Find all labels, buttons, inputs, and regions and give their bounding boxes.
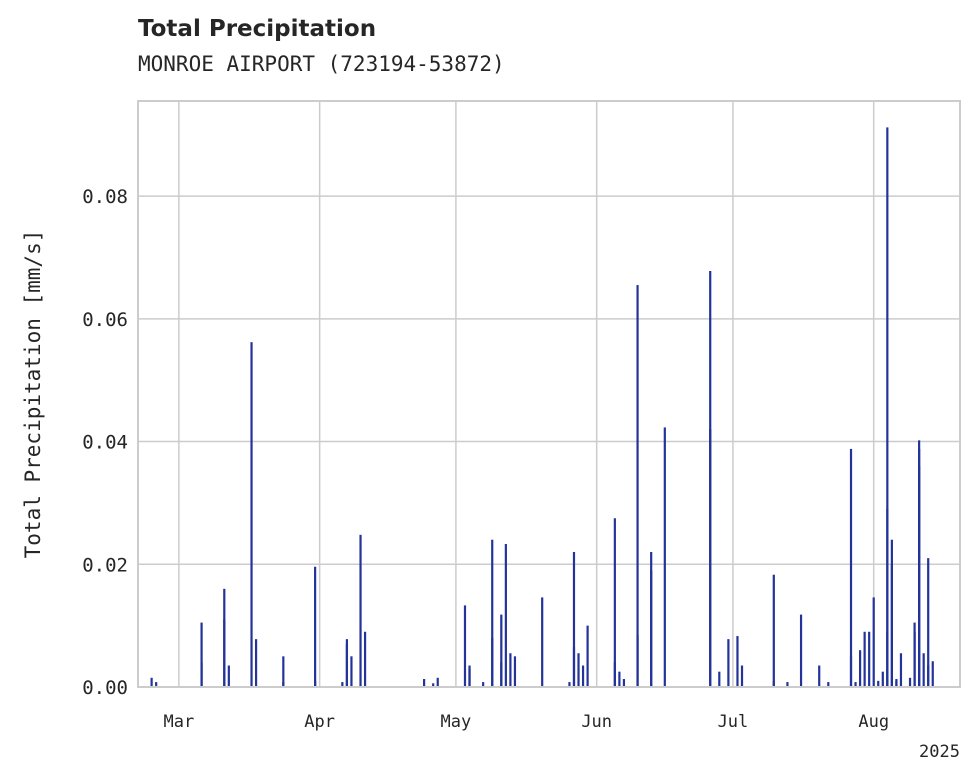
- precipitation-bar: [200, 622, 203, 687]
- precipitation-bar: [727, 639, 730, 687]
- precipitation-bar: [881, 671, 884, 687]
- precipitation-bar: [618, 671, 621, 687]
- year-label: 2025: [919, 742, 960, 762]
- precipitation-bar: [341, 682, 344, 687]
- precipitation-bar: [663, 427, 666, 687]
- precipitation-bar: [227, 665, 230, 687]
- precipitation-bar: [877, 680, 880, 687]
- precipitation-bar: [345, 644, 349, 687]
- chart-subtitle: MONROE AIRPORT (723194-53872): [138, 52, 505, 76]
- precipitation-bar: [586, 625, 589, 687]
- precipitation-bar: [223, 619, 226, 687]
- chart-title: Total Precipitation: [138, 16, 377, 42]
- precipitation-bar: [463, 605, 467, 687]
- precipitation-bar: [740, 665, 744, 687]
- precipitation-bar: [468, 668, 471, 687]
- precipitation-bar: [509, 653, 512, 687]
- precipitation-bar: [849, 656, 853, 687]
- precipitation-bar: [931, 661, 934, 687]
- precipitation-bar: [155, 682, 158, 687]
- precipitation-bar: [359, 534, 362, 687]
- y-tick-label: 0.02: [82, 554, 128, 576]
- precipitation-bar: [636, 634, 639, 687]
- precipitation-bar: [886, 509, 889, 687]
- x-tick-label: Jul: [718, 712, 749, 732]
- precipitation-bar: [849, 448, 853, 687]
- precipitation-bar: [709, 429, 712, 687]
- precipitation-bar: [541, 597, 544, 687]
- precipitation-bar: [772, 680, 775, 687]
- precipitation-bar: [886, 631, 889, 687]
- precipitation-bar: [314, 680, 317, 687]
- precipitation-bar: [613, 518, 616, 687]
- precipitation-bar: [922, 653, 925, 687]
- precipitation-bar: [150, 677, 153, 687]
- tick-layer: 0.00 0.02 0.04 0.06 0.08 Mar Apr May Jun Jul Aug: [82, 186, 889, 732]
- precipitation-bar: [827, 682, 830, 687]
- y-axis-label: Total Precipitation [mm/s]: [21, 230, 45, 559]
- precipitation-bar: [718, 671, 721, 687]
- x-tick-label: Mar: [164, 712, 195, 732]
- precipitation-bar: [868, 631, 871, 687]
- y-tick-label: 0.08: [82, 186, 128, 208]
- precipitation-bar: [886, 127, 889, 687]
- x-tick-label: Jun: [581, 712, 612, 732]
- precipitation-bar: [250, 342, 253, 687]
- precipitation-bar: [350, 656, 353, 687]
- precipitation-bar: [872, 597, 875, 687]
- precipitation-bar: [504, 544, 507, 687]
- precipitation-bar: [799, 614, 803, 687]
- precipitation-bar: [500, 614, 503, 687]
- x-tick-label: Aug: [858, 712, 889, 732]
- precipitation-bar: [650, 570, 653, 687]
- precipitation-bar: [363, 631, 367, 687]
- precipitation-bar: [772, 574, 775, 687]
- precipitation-bar: [581, 665, 585, 687]
- precipitation-bar: [568, 682, 571, 687]
- precipitation-bar: [854, 682, 857, 687]
- precipitation-bar: [282, 656, 285, 687]
- precipitation-bar: [254, 639, 258, 687]
- y-tick-label: 0.04: [82, 432, 128, 454]
- precipitation-bar: [895, 679, 898, 687]
- precipitation-bar: [913, 631, 916, 687]
- precipitation-bar: [918, 466, 921, 687]
- precipitation-bar: [432, 683, 435, 687]
- precipitation-bar: [858, 650, 862, 687]
- precipitation-bar: [818, 665, 821, 687]
- precipitation-bar: [314, 566, 317, 687]
- precipitation-bar: [786, 682, 789, 687]
- x-tick-label: Apr: [304, 712, 335, 732]
- precipitation-bar: [908, 677, 912, 687]
- precipitation-bar: [491, 539, 494, 687]
- precipitation-bar: [423, 679, 426, 687]
- precipitation-bar: [436, 677, 439, 687]
- y-tick-label: 0.06: [82, 309, 128, 331]
- precipitation-bar: [200, 662, 203, 687]
- precipitation-bar: [282, 682, 285, 687]
- x-tick-label: May: [441, 712, 472, 732]
- precipitation-bar: [577, 653, 580, 687]
- precipitation-bar: [899, 653, 903, 687]
- grid-layer: [138, 101, 960, 688]
- precipitation-bar: [613, 662, 616, 687]
- bar-layer: [150, 127, 934, 687]
- precipitation-bar: [482, 682, 485, 687]
- precipitation-bar: [572, 647, 576, 687]
- precipitation-bar: [572, 552, 576, 687]
- precipitation-bar: [622, 679, 626, 687]
- precipitation-bar: [927, 558, 930, 687]
- precipitation-bar: [890, 564, 893, 687]
- precipitation-bar: [500, 662, 503, 687]
- precipitation-bar: [513, 656, 517, 687]
- y-tick-label: 0.00: [82, 677, 128, 699]
- precipitation-bar: [863, 631, 866, 687]
- precipitation-bar: [636, 285, 639, 687]
- precipitation-bar: [491, 637, 494, 687]
- plot-frame: [137, 100, 961, 688]
- precipitation-bar: [736, 636, 739, 687]
